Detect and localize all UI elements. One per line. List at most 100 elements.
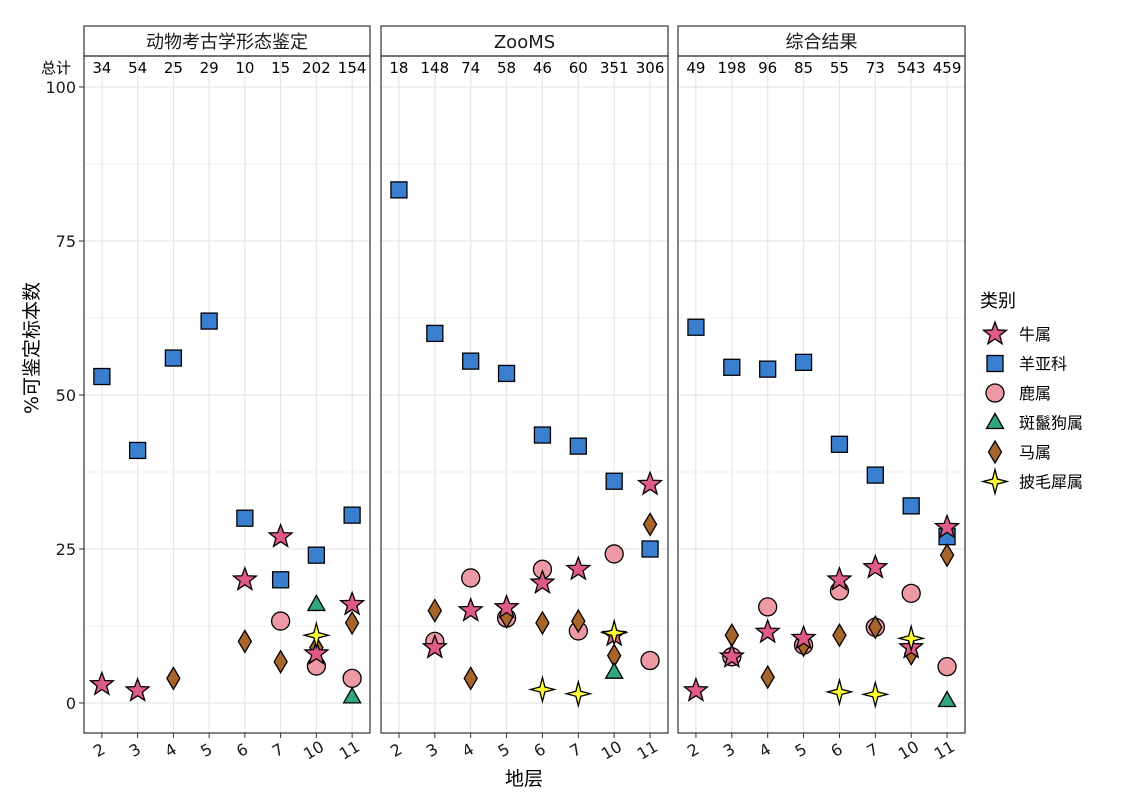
y-tick-label: 75 xyxy=(56,232,76,251)
panel-strip xyxy=(677,25,966,57)
data-point xyxy=(794,353,813,372)
x-tick-label: 4 xyxy=(459,739,477,761)
legend-key xyxy=(985,383,1005,403)
data-point xyxy=(718,642,746,669)
total-label: 总计 xyxy=(41,59,71,77)
data-point xyxy=(306,594,326,612)
x-tick-label: 5 xyxy=(197,739,215,761)
series-披毛犀属 xyxy=(824,623,926,709)
total-count: 18 xyxy=(389,59,408,77)
x-tick-label: 11 xyxy=(336,737,363,764)
data-point xyxy=(267,522,294,548)
y-tick-label: 50 xyxy=(56,386,76,405)
data-point xyxy=(426,324,444,343)
data-point xyxy=(463,666,478,691)
panel-title: 综合结果 xyxy=(786,32,858,53)
data-point xyxy=(604,661,624,679)
data-point xyxy=(93,367,111,386)
data-point xyxy=(527,674,558,705)
total-count: 543 xyxy=(897,59,926,77)
total-count: 351 xyxy=(600,59,629,77)
data-point xyxy=(533,426,552,444)
total-count: 34 xyxy=(92,59,111,77)
legend-entry: 马属 xyxy=(987,439,1051,465)
total-count: 55 xyxy=(830,59,849,77)
panel-2: ZooMS 18 148 74 58 46 60 351 306 2 3 4 5 6 7 10 11 xyxy=(380,25,669,764)
series-斑鬣狗属 xyxy=(306,594,362,704)
x-tick-label: 6 xyxy=(828,739,846,761)
data-point xyxy=(866,466,884,484)
legend-key xyxy=(985,412,1005,430)
data-point xyxy=(237,629,253,654)
data-point xyxy=(862,553,889,579)
x-tick-label: 11 xyxy=(634,737,661,764)
data-point xyxy=(902,497,920,515)
data-point xyxy=(236,509,254,527)
panel-title: 动物考古学形态鉴定 xyxy=(146,32,308,53)
x-axis-title: 地层 xyxy=(505,768,543,790)
data-point xyxy=(939,542,955,568)
legend-key xyxy=(981,320,1009,346)
total-count: 46 xyxy=(533,59,552,77)
data-point xyxy=(166,666,181,691)
total-count: 148 xyxy=(420,59,449,77)
x-tick-label: 5 xyxy=(792,739,810,761)
legend-label: 鹿属 xyxy=(1019,384,1051,403)
data-point xyxy=(338,590,366,616)
data-point xyxy=(563,679,593,709)
data-point xyxy=(937,657,957,677)
panel-border xyxy=(677,55,966,734)
data-point xyxy=(301,620,331,650)
data-point xyxy=(303,639,330,665)
legend-key xyxy=(980,466,1010,497)
data-point xyxy=(901,583,921,604)
x-tick-label: 3 xyxy=(423,739,441,761)
series-羊亚科 xyxy=(93,312,361,589)
total-count: 74 xyxy=(461,59,480,77)
x-tick-label: 7 xyxy=(863,739,881,761)
legend-title: 类别 xyxy=(980,291,1016,312)
series-披毛犀属 xyxy=(301,620,331,650)
legend-entry: 牛属 xyxy=(981,320,1051,346)
total-count: 85 xyxy=(794,59,813,77)
data-point xyxy=(826,565,853,592)
y-axis-title: %可鉴定标本数 xyxy=(21,282,43,414)
panel-title: ZooMS xyxy=(494,32,555,53)
x-tick-label: 11 xyxy=(931,737,958,764)
data-point xyxy=(128,441,147,460)
data-point xyxy=(344,610,360,636)
total-count: 54 xyxy=(128,59,147,77)
data-point xyxy=(535,610,550,636)
data-point xyxy=(604,544,624,564)
data-point xyxy=(641,540,659,558)
panel-3: 综合结果 49 198 96 85 55 73 543 459 2 3 4 5 6 7 10 11 xyxy=(677,25,966,764)
x-tick-label: 2 xyxy=(387,739,405,761)
total-count: 60 xyxy=(569,59,588,77)
x-tick-label: 4 xyxy=(756,739,774,761)
legend-entry: 羊亚科 xyxy=(986,354,1067,374)
legend-label: 马属 xyxy=(1019,443,1051,462)
legend-entry: 鹿属 xyxy=(985,383,1051,403)
y-tick-label: 25 xyxy=(56,540,76,559)
data-point xyxy=(427,598,443,623)
legend-key xyxy=(986,354,1004,373)
data-point xyxy=(569,437,587,455)
data-point xyxy=(88,670,116,696)
data-point xyxy=(343,506,361,524)
series-斑鬣狗属 xyxy=(604,661,624,679)
x-tick-label: 6 xyxy=(531,739,549,761)
series-披毛犀属 xyxy=(527,618,629,709)
panel-border xyxy=(380,55,669,734)
y-tick-label: 0 xyxy=(66,694,76,713)
x-tick-label: 7 xyxy=(269,739,287,761)
data-point xyxy=(462,352,480,370)
x-tick-label: 5 xyxy=(495,739,513,761)
data-point xyxy=(273,649,288,675)
legend-key xyxy=(987,439,1003,465)
total-count: 202 xyxy=(302,59,331,77)
data-point xyxy=(390,181,408,199)
data-point xyxy=(307,546,326,564)
series-牛属 xyxy=(88,522,366,702)
x-tick-label: 2 xyxy=(90,739,108,761)
